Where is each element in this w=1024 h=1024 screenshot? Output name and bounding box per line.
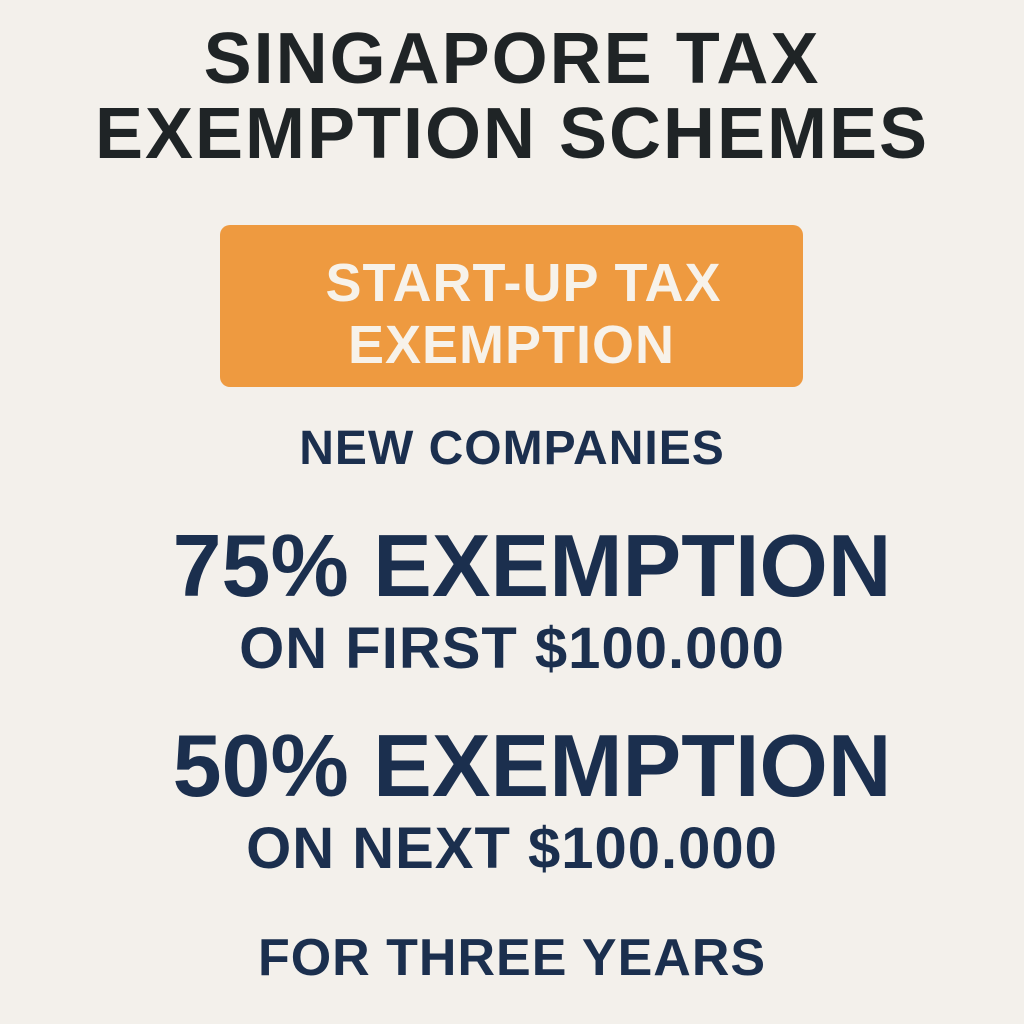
tier-1-headline: 75% EXEMPTION	[172, 516, 892, 615]
banner-line-1: START-UP TAX	[325, 253, 722, 313]
title-line-1: SINGAPORE TAX	[203, 19, 821, 99]
tier-2-headline: 50% EXEMPTION	[172, 716, 892, 815]
duration-label: FOR THREE YEARS	[257, 929, 767, 987]
title-line-2: EXEMPTION SCHEMES	[94, 94, 930, 174]
start-up-tax-exemption-banner: START-UP TAX EXEMPTION	[220, 225, 803, 387]
audience-label: NEW COMPANIES	[299, 422, 725, 475]
tier-1-detail: ON FIRST $100.000	[239, 616, 785, 681]
banner-line-2: EXEMPTION	[347, 315, 676, 375]
tier-2-detail: ON NEXT $100.000	[246, 816, 778, 881]
